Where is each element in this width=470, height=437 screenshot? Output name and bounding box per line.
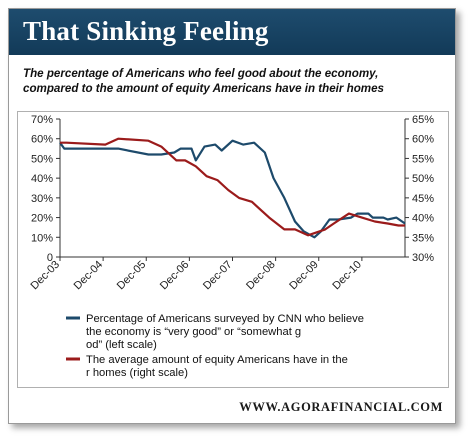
chart-card: That Sinking Feeling The percentage of A… <box>8 8 456 424</box>
x-tick-label: Dec-10 <box>330 259 364 293</box>
line-chart: 0 10% 20% 30% 40% 50% 60% 70% 30% 35% 40% 45% 50% 55%… <box>29 114 435 379</box>
x-tick-label: Dec-09 <box>287 259 321 293</box>
chart-subtitle: The percentage of Americans who feel goo… <box>23 66 443 96</box>
right-tick-label: 60% <box>412 134 434 146</box>
chart-panel: 0 10% 20% 30% 40% 50% 60% 70% 30% 35% 40% 45% 50% 55%… <box>17 111 449 388</box>
source-footer: WWW.AGORAFINANCIAL.COM <box>239 400 443 414</box>
right-tick-label: 65% <box>412 114 434 126</box>
right-tick-label: 35% <box>412 232 434 244</box>
right-tick-label: 30% <box>412 252 434 264</box>
title-banner: That Sinking Feeling <box>9 9 455 55</box>
left-tick-label: 10% <box>31 232 53 244</box>
left-tick-label: 0 <box>47 252 53 264</box>
x-tick-label: Dec-08 <box>244 259 278 293</box>
legend-label-home-equity: The average amount of equity Americans h… <box>86 354 348 379</box>
right-tick-label: 40% <box>412 213 434 225</box>
x-tick-label: Dec-06 <box>158 259 192 293</box>
right-tick-label: 50% <box>412 173 434 185</box>
x-tick-label: Dec-04 <box>72 259 106 293</box>
x-tick-label: Dec-07 <box>201 259 235 293</box>
right-tick-label: 45% <box>412 193 434 205</box>
left-tick-label: 50% <box>31 153 53 165</box>
right-tick-label: 55% <box>412 153 434 165</box>
x-tick-label: Dec-03 <box>29 259 63 293</box>
subtitle-line-1: The percentage of Americans who feel goo… <box>23 67 379 80</box>
chart-title: That Sinking Feeling <box>23 16 269 46</box>
left-tick-label: 40% <box>31 173 53 185</box>
series-line-home-equity <box>60 137 405 237</box>
series-line-economy-sentiment <box>59 139 406 239</box>
legend-label-economy-sentiment: Percentage of Americans surveyed by CNN … <box>86 313 364 351</box>
x-tick-label: Dec-05 <box>115 259 149 293</box>
left-tick-label: 70% <box>31 114 53 126</box>
left-tick-label: 20% <box>31 213 53 225</box>
subtitle-line-2: compared to the amount of equity America… <box>23 82 384 95</box>
left-tick-label: 60% <box>31 134 53 146</box>
left-tick-label: 30% <box>31 193 53 205</box>
